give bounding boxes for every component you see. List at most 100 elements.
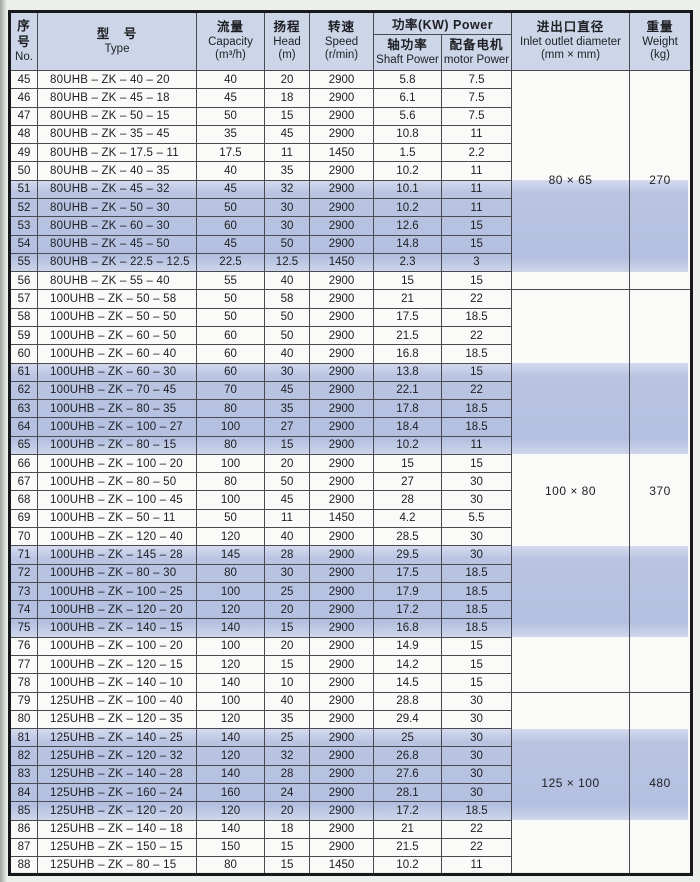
cell-motor-power: 18.5 [440, 581, 513, 602]
cell-type: 100UHB – ZK – 60 – 30 [37, 362, 197, 382]
cell-capacity: 140 [196, 673, 265, 693]
cell-head: 11 [264, 143, 310, 163]
cell-head: 35 [264, 161, 310, 181]
cell-shaft-power: 5.8 [373, 69, 442, 90]
cell-capacity: 140 [196, 819, 265, 839]
cell-type: 80UHB – ZK – 45 – 50 [37, 234, 197, 254]
cell-no: 49 [9, 143, 38, 163]
table-row: 45 80UHB – ZK – 40 – 20 40 20 2900 5.8 7.5 80 ×… [9, 69, 693, 291]
cell-capacity: 40 [196, 161, 265, 181]
cell-head: 28 [264, 545, 310, 565]
cell-head: 32 [264, 179, 310, 199]
table-row: 76 100UHB – ZK – 100 – 20 100 20 2900 14.9 15 [9, 636, 692, 657]
cell-no: 65 [9, 435, 38, 455]
table-body: 45 80UHB – ZK – 40 – 20 40 20 2900 5.8 7.5 80 ×… [9, 69, 693, 876]
cell-no: 78 [9, 673, 38, 693]
cell-type: 125UHB – ZK – 140 – 18 [37, 819, 197, 839]
cell-capacity: 22.5 [196, 252, 265, 273]
cell-motor-power: 30 [440, 527, 513, 547]
col-header-capacity-en: Capacity [208, 36, 253, 49]
cell-type: 125UHB – ZK – 150 – 15 [37, 837, 197, 858]
cell-shaft-power: 14.9 [373, 636, 442, 657]
table-row: 47 80UHB – ZK – 50 – 15 50 15 2900 5.6 7.5 [9, 106, 692, 126]
cell-shaft-power: 17.2 [373, 801, 442, 821]
table-row: 59 100UHB – ZK – 60 – 50 60 50 2900 21.5 22 [9, 325, 692, 346]
cell-motor-power: 22 [440, 380, 513, 401]
table-row: 80 125UHB – ZK – 120 – 35 120 35 2900 29.4 30 [9, 709, 692, 730]
cell-no: 59 [9, 325, 38, 346]
cell-motor-power: 5.5 [440, 508, 513, 529]
cell-capacity: 35 [196, 124, 265, 145]
cell-shaft-power: 17.5 [373, 563, 442, 583]
cell-head: 40 [264, 527, 310, 547]
cell-capacity: 140 [196, 728, 265, 748]
cell-capacity: 120 [196, 746, 265, 766]
cell-capacity: 100 [196, 636, 265, 657]
cell-motor-power: 15 [440, 654, 513, 675]
cell-type: 125UHB – ZK – 160 – 24 [37, 782, 197, 803]
cell-motor-power: 30 [440, 709, 513, 730]
cell-no: 76 [9, 636, 38, 657]
col-header-head: 扬程 Head (m) [264, 11, 310, 71]
col-header-shaft-power-zh: 轴功率 [387, 38, 428, 53]
cell-motor-power: 30 [440, 545, 513, 565]
table-row: 66 100UHB – ZK – 100 – 20 100 20 2900 15 15 [9, 453, 692, 474]
cell-speed: 2900 [309, 435, 374, 455]
cell-shaft-power: 14.8 [373, 234, 442, 254]
cell-capacity: 145 [196, 545, 265, 565]
table-row: 52 80UHB – ZK – 50 – 30 50 30 2900 10.2 11 [9, 197, 692, 218]
cell-no: 69 [9, 508, 38, 529]
cell-type: 100UHB – ZK – 50 – 50 [37, 307, 197, 327]
cell-head: 10 [264, 673, 310, 693]
cell-shaft-power: 21.5 [373, 837, 442, 858]
cell-head: 40 [264, 344, 310, 364]
cell-head: 45 [264, 124, 310, 145]
cell-motor-power: 11 [440, 197, 513, 218]
cell-speed: 2900 [309, 527, 374, 547]
cell-speed: 2900 [309, 581, 374, 602]
cell-type: 125UHB – ZK – 140 – 25 [37, 728, 197, 748]
cell-capacity: 120 [196, 801, 265, 821]
cell-head: 27 [264, 417, 310, 437]
cell-no: 46 [9, 88, 38, 108]
cell-motor-power: 18.5 [440, 801, 513, 821]
cell-type: 100UHB – ZK – 100 – 45 [37, 490, 197, 510]
cell-head: 24 [264, 782, 310, 803]
cell-head: 40 [264, 691, 310, 711]
cell-motor-power: 7.5 [440, 106, 513, 126]
cell-speed: 2900 [309, 417, 374, 437]
cell-capacity: 45 [196, 88, 265, 108]
col-header-no-zh1: 序 [17, 19, 31, 34]
cell-head: 20 [264, 801, 310, 821]
table-row: 54 80UHB – ZK – 45 – 50 45 50 2900 14.8 15 [9, 234, 692, 254]
cell-speed: 2900 [309, 654, 374, 675]
cell-motor-power: 30 [440, 746, 513, 766]
cell-speed: 2900 [309, 179, 374, 199]
cell-shaft-power: 18.4 [373, 417, 442, 437]
col-header-speed-en: Speed [324, 36, 359, 49]
cell-no: 83 [9, 764, 38, 784]
cell-head: 15 [264, 106, 310, 126]
cell-motor-power: 22 [440, 289, 513, 309]
col-header-type-zh: 型 号 [96, 27, 138, 42]
cell-speed: 2900 [309, 453, 374, 474]
cell-type: 100UHB – ZK – 80 – 50 [37, 472, 197, 492]
cell-type: 125UHB – ZK – 80 – 15 [37, 856, 197, 876]
cell-shaft-power: 12.6 [373, 216, 442, 236]
cell-capacity: 60 [196, 216, 265, 236]
cell-type: 100UHB – ZK – 80 – 30 [37, 563, 197, 583]
cell-no: 63 [9, 399, 38, 419]
cell-shaft-power: 10.2 [373, 161, 442, 181]
cell-no: 72 [9, 563, 38, 583]
cell-shaft-power: 10.2 [373, 197, 442, 218]
table-row: 87 125UHB – ZK – 150 – 15 150 15 2900 21.5 22 [9, 837, 692, 858]
cell-type: 80UHB – ZK – 40 – 35 [37, 161, 197, 181]
table-row: 88 125UHB – ZK – 80 – 15 80 15 1450 10.2 11 [9, 856, 692, 876]
cell-type: 100UHB – ZK – 80 – 15 [37, 435, 197, 455]
cell-motor-power: 18.5 [440, 307, 513, 327]
cell-no: 84 [9, 782, 38, 803]
cell-no: 70 [9, 527, 38, 547]
cell-shaft-power: 17.2 [373, 600, 442, 620]
cell-head: 30 [264, 197, 310, 218]
cell-shaft-power: 14.2 [373, 654, 442, 675]
